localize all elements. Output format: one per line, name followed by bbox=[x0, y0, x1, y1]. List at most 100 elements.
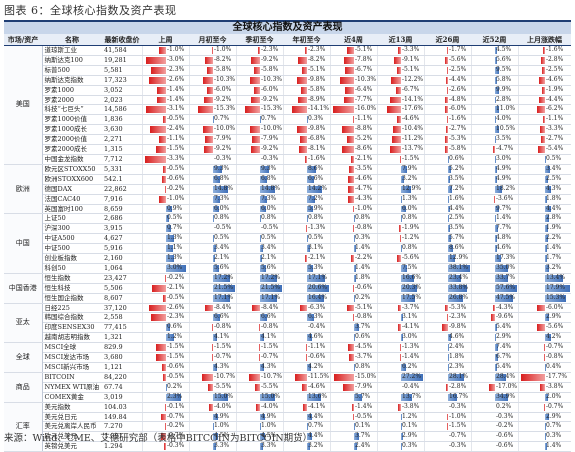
change-cell: -2.3% bbox=[424, 313, 471, 323]
change-cell: 2.5% bbox=[424, 214, 471, 224]
change-cell: 0.8% bbox=[330, 214, 377, 224]
change-value: 0.8% bbox=[402, 214, 417, 223]
negative-bar bbox=[212, 324, 213, 331]
asset-performance-table: 市场/资产名称最新收盘价上周月初至今季初至今年初至今近4周近13周近26周近52… bbox=[4, 34, 571, 452]
change-value: -2.3% bbox=[449, 313, 466, 322]
change-cell: 0.7% bbox=[189, 115, 236, 125]
change-value: 2.9% bbox=[546, 413, 561, 422]
negative-bar bbox=[208, 384, 214, 391]
change-value: -5.8% bbox=[449, 145, 466, 154]
change-cell: 18.2% bbox=[471, 184, 518, 194]
change-value: 2.5% bbox=[449, 214, 464, 223]
change-value: 0.4% bbox=[546, 363, 561, 372]
change-cell: -5.5% bbox=[189, 382, 236, 392]
change-cell: 4.9% bbox=[189, 412, 236, 422]
close-price: 5,506 bbox=[102, 283, 142, 293]
change-value: -1.6% bbox=[449, 115, 466, 124]
change-value: -1.4% bbox=[402, 353, 419, 362]
close-price: 37,120 bbox=[102, 303, 142, 313]
negative-bar bbox=[204, 97, 213, 104]
close-price: 5,581 bbox=[102, 65, 142, 75]
change-cell: 0.5% bbox=[236, 234, 283, 244]
change-value: -0.6% bbox=[167, 363, 184, 372]
asset-name: 上证50 bbox=[42, 214, 102, 224]
change-value: -0.3% bbox=[449, 442, 466, 451]
asset-name: 中国金龙指数 bbox=[42, 154, 102, 164]
change-cell: -3.8% bbox=[377, 402, 424, 412]
change-cell: -6.0% bbox=[189, 85, 236, 95]
negative-bar bbox=[489, 384, 495, 391]
change-cell: -1.4% bbox=[377, 353, 424, 363]
change-cell: -10.7% bbox=[189, 372, 236, 382]
figure-title: 图表 6：全球核心指数及资产表现 bbox=[4, 2, 177, 18]
negative-bar bbox=[301, 87, 307, 94]
change-value: 4.9% bbox=[261, 413, 276, 422]
negative-bar bbox=[348, 176, 354, 183]
change-value: 20.6% bbox=[308, 284, 327, 293]
negative-bar bbox=[342, 146, 354, 153]
change-cell: -7.7% bbox=[330, 95, 377, 105]
change-value: 3.2% bbox=[402, 175, 417, 184]
change-value: 12.9% bbox=[449, 254, 468, 263]
change-cell: -8.4% bbox=[189, 303, 236, 313]
change-cell: -6.2% bbox=[518, 105, 571, 115]
change-value: 9.3% bbox=[214, 165, 229, 174]
change-cell: 0.9% bbox=[142, 204, 189, 214]
change-cell: -0.7% bbox=[189, 353, 236, 363]
change-cell: 17.3% bbox=[471, 254, 518, 264]
change-cell: -9.6% bbox=[471, 313, 518, 323]
change-cell: 20.3% bbox=[377, 283, 424, 293]
change-cell: 20.6% bbox=[283, 283, 330, 293]
change-value: 5.6% bbox=[214, 264, 229, 273]
change-cell: 8.6% bbox=[424, 244, 471, 254]
change-cell: 27.2% bbox=[377, 372, 424, 382]
change-cell: 17.1% bbox=[283, 273, 330, 283]
change-value: 3.4% bbox=[546, 165, 561, 174]
change-cell: 57.6% bbox=[471, 283, 518, 293]
change-value: -3.3% bbox=[402, 46, 419, 55]
negative-bar bbox=[212, 354, 213, 361]
change-cell: 4.9% bbox=[471, 174, 518, 184]
change-cell: 6.6% bbox=[283, 174, 330, 184]
change-value: 4.3% bbox=[261, 363, 276, 372]
negative-bar bbox=[447, 67, 448, 74]
change-value: -4.4% bbox=[449, 76, 466, 85]
change-cell: -1.5% bbox=[377, 154, 424, 164]
change-cell: -9.8% bbox=[424, 323, 471, 333]
change-value: 1.7% bbox=[546, 254, 561, 263]
change-cell: 3.4% bbox=[236, 244, 283, 254]
change-cell: 2.5% bbox=[518, 174, 571, 184]
change-cell: 33.7% bbox=[471, 273, 518, 283]
negative-bar bbox=[397, 255, 401, 262]
change-cell: 0.5% bbox=[518, 154, 571, 164]
change-value: 0.5% bbox=[308, 234, 323, 243]
change-cell: 0.3% bbox=[283, 115, 330, 125]
change-value: 38.1% bbox=[449, 264, 468, 273]
close-price: 149.84 bbox=[102, 412, 142, 422]
negative-bar bbox=[348, 196, 354, 203]
change-value: -0.8% bbox=[214, 323, 231, 332]
close-price: 3,019 bbox=[102, 392, 142, 402]
change-value: -1.0% bbox=[167, 195, 184, 204]
change-cell: -8.8% bbox=[330, 125, 377, 135]
negative-bar bbox=[300, 305, 307, 312]
change-cell: -5.1% bbox=[283, 65, 330, 75]
change-cell: 4.4% bbox=[283, 412, 330, 422]
negative-bar bbox=[447, 116, 448, 123]
change-value: 0.8% bbox=[402, 244, 417, 253]
change-value: -9.1% bbox=[402, 56, 419, 65]
change-value: -3.7% bbox=[402, 304, 419, 313]
change-cell: -0.5% bbox=[142, 115, 189, 125]
change-value: 6.6% bbox=[214, 313, 229, 322]
negative-bar bbox=[306, 354, 307, 361]
market-label: 商品 bbox=[4, 372, 42, 402]
change-cell: 1.3% bbox=[142, 254, 189, 264]
change-value: 5.9% bbox=[308, 205, 323, 214]
negative-bar bbox=[163, 116, 166, 123]
change-value: -3.5% bbox=[355, 165, 372, 174]
change-cell: -0.8% bbox=[518, 353, 571, 363]
close-price: 7,712 bbox=[102, 154, 142, 164]
change-cell: 4.6% bbox=[424, 333, 471, 343]
